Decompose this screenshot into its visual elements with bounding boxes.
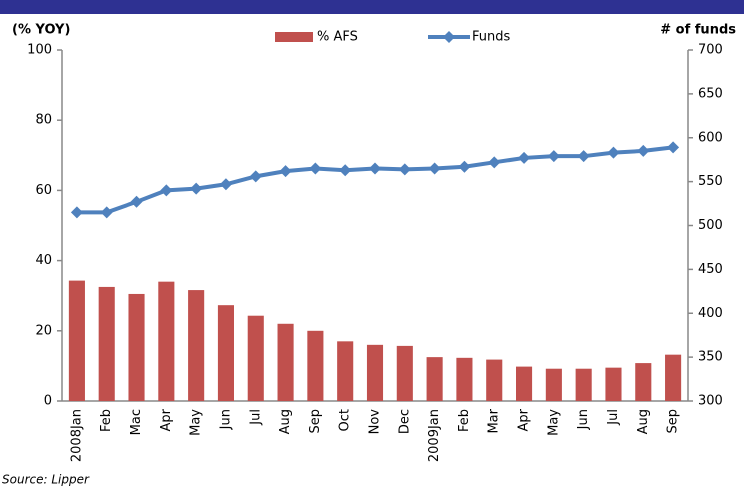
y2-tick-label: 350 (698, 350, 723, 365)
x-tick-label: Feb (457, 409, 472, 432)
y2-tick-label: 300 (698, 394, 723, 409)
marker (160, 184, 173, 197)
bar (635, 363, 652, 401)
bar (456, 357, 473, 401)
marker (369, 162, 381, 175)
y2-tick-label: 450 (698, 262, 723, 277)
source: Source: Lipper (2, 473, 90, 487)
bar (575, 368, 592, 401)
marker (518, 151, 531, 164)
y-tick-label: 0 (44, 394, 52, 409)
marker (547, 150, 560, 163)
bar (98, 286, 115, 401)
marker (667, 141, 680, 154)
bar (396, 345, 413, 401)
x-tick-label: Sep (308, 409, 323, 434)
marker (577, 150, 590, 163)
marker (70, 206, 83, 219)
bar (605, 367, 622, 401)
x-tick-label: Mac (129, 409, 144, 435)
x-tick-label: Oct (338, 409, 353, 431)
marker (100, 206, 113, 219)
x-tick-label: Jun (576, 409, 591, 430)
x-tick-label: May (189, 409, 204, 436)
marker (309, 162, 322, 175)
bar (247, 315, 264, 401)
bar (486, 359, 503, 401)
y-tick-label: 20 (35, 323, 52, 338)
bar (515, 366, 533, 401)
y-axis-label: (% YOY) (12, 23, 70, 38)
x-tick-label: 2008Jan (69, 409, 84, 462)
marker (458, 160, 471, 173)
bar (158, 281, 175, 401)
marker (488, 156, 501, 169)
y-tick-label: 80 (35, 113, 52, 128)
y2-tick-label: 500 (698, 218, 723, 233)
bar (545, 368, 562, 401)
y2-axis-label: # of funds (660, 23, 736, 38)
bar (188, 290, 205, 401)
legend-swatch (275, 32, 313, 42)
bar (307, 330, 324, 401)
bar (217, 305, 235, 401)
bar (68, 280, 85, 401)
legend-label: % AFS (317, 30, 358, 45)
x-tick-label: Mar (487, 408, 502, 433)
y2-tick-label: 650 (698, 86, 723, 101)
marker (637, 144, 650, 157)
marker (249, 170, 262, 183)
y-tick-label: 60 (35, 183, 52, 198)
y2-tick-label: 600 (698, 130, 723, 145)
x-tick-label: Jun (218, 409, 233, 430)
y2-tick-label: 400 (698, 306, 723, 321)
x-tick-label: Jul (606, 409, 621, 426)
x-tick-label: Sep (666, 409, 681, 434)
x-tick-label: Nov (368, 409, 383, 435)
x-tick-label: Aug (636, 409, 651, 434)
marker (190, 182, 203, 195)
x-tick-label: Jul (248, 409, 263, 426)
marker (219, 178, 232, 191)
x-tick-label: Aug (278, 409, 293, 434)
x-tick-label: Apr (159, 408, 174, 431)
marker (339, 164, 352, 177)
marker (398, 163, 411, 176)
x-tick-label: Feb (99, 409, 114, 432)
header-bar (0, 0, 744, 14)
marker (279, 165, 292, 178)
bar (426, 357, 443, 401)
y-tick-label: 100 (27, 43, 52, 58)
marker (607, 146, 620, 159)
bar (665, 354, 682, 401)
marker (130, 195, 143, 208)
x-tick-label: Apr (517, 408, 532, 431)
x-tick-label: Dec (397, 409, 412, 434)
bar (277, 323, 294, 401)
x-tick-label: 2009Jan (427, 409, 442, 462)
bar (128, 293, 145, 401)
marker (428, 162, 441, 175)
legend-marker (443, 31, 455, 43)
bar (337, 341, 354, 401)
y2-tick-label: 550 (698, 174, 723, 189)
legend-label: Funds (472, 30, 510, 45)
x-tick-label: May (546, 409, 561, 436)
bar (366, 344, 384, 401)
y-tick-label: 40 (35, 253, 52, 268)
y2-tick-label: 700 (698, 43, 723, 58)
